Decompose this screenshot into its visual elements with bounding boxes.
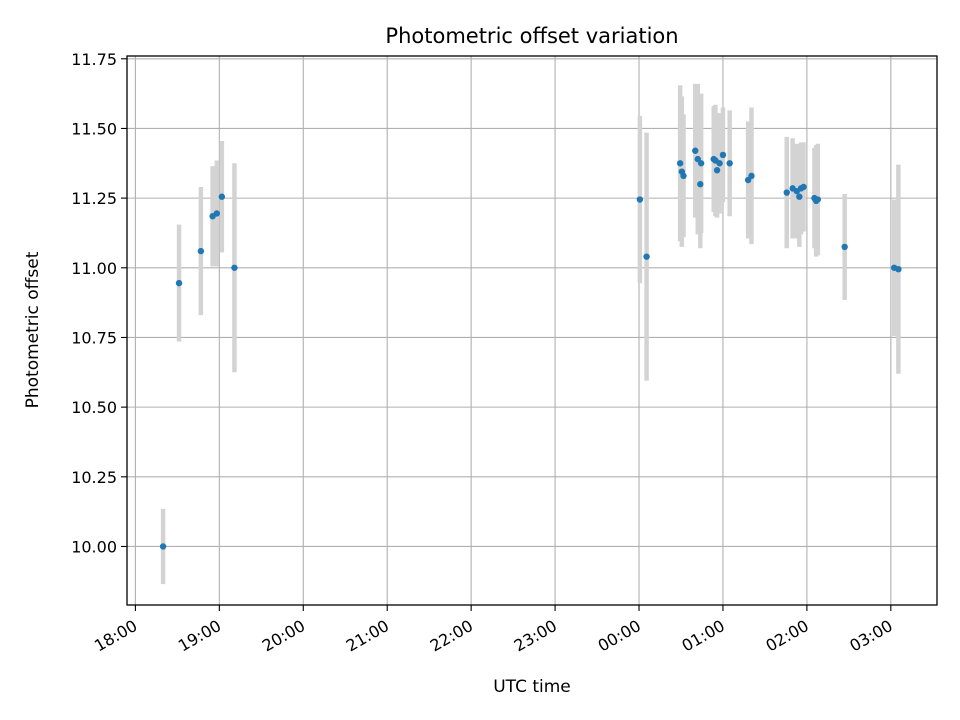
data-point xyxy=(159,543,167,550)
data-point xyxy=(676,160,684,167)
data-point xyxy=(748,172,755,180)
data-point xyxy=(783,189,790,196)
y-tick-label: 11.00 xyxy=(71,259,117,278)
y-tick-label: 10.25 xyxy=(71,468,117,487)
data-point xyxy=(643,253,650,260)
x-axis-label: UTC time xyxy=(493,677,571,697)
data-point xyxy=(697,180,704,188)
data-point xyxy=(692,147,699,154)
grid-lines xyxy=(127,56,937,605)
data-points xyxy=(159,147,902,550)
data-point xyxy=(231,264,238,271)
data-point xyxy=(697,160,705,167)
y-tick-label: 10.50 xyxy=(71,398,117,417)
y-tick-label: 11.50 xyxy=(71,119,117,138)
data-point xyxy=(218,193,226,200)
y-tick-label: 10.75 xyxy=(71,328,117,347)
data-point xyxy=(895,265,902,273)
data-point xyxy=(726,160,733,167)
chart-title: Photometric offset variation xyxy=(385,24,678,48)
data-point xyxy=(636,196,644,203)
y-tick-label: 11.25 xyxy=(71,189,117,208)
data-point xyxy=(197,247,205,255)
data-point xyxy=(841,243,848,251)
data-point xyxy=(719,151,727,159)
plot-area-frame xyxy=(126,55,938,606)
data-point xyxy=(796,193,803,200)
data-point xyxy=(713,167,721,174)
data-point xyxy=(680,172,687,180)
y-tick-label: 11.75 xyxy=(71,50,117,69)
y-axis-label: Photometric offset xyxy=(23,251,43,408)
data-point xyxy=(814,196,822,203)
data-point xyxy=(716,160,723,167)
y-axis-ticks: 10.00 10.25 10.50 10.75 11.00 11.25 11.50 11.75 xyxy=(71,50,127,556)
y-tick-label: 10.00 xyxy=(71,537,117,556)
data-point xyxy=(213,210,221,217)
data-point xyxy=(800,183,807,191)
data-point xyxy=(175,279,183,287)
